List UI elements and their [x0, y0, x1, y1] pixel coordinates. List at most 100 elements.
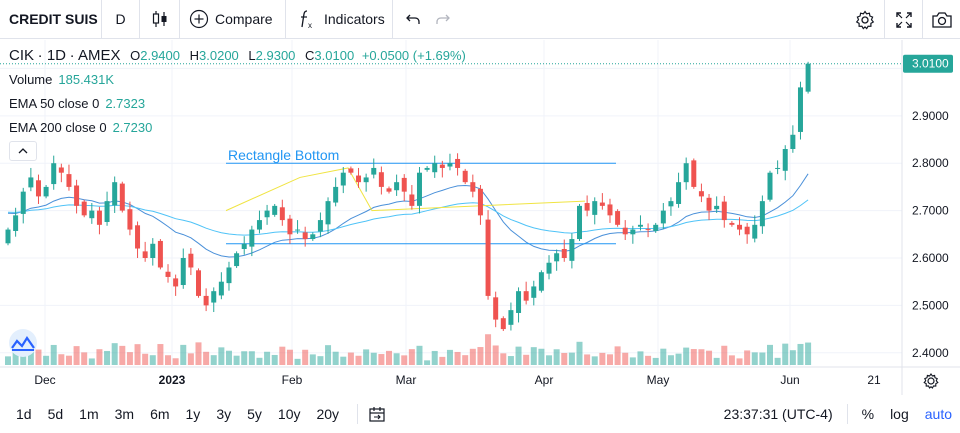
candle-body [737, 224, 743, 230]
volume-bar [645, 355, 652, 365]
volume-bar [469, 348, 476, 365]
candle-body [645, 229, 651, 231]
volume-legend[interactable]: Volume 185.431K [9, 72, 114, 87]
volume-bar [538, 348, 545, 365]
symbol-legend: CIK · 1D · AMEX O2.9400 H3.0200 L2.9300 … [9, 47, 466, 64]
date-range-icon[interactable] [368, 405, 386, 423]
range-10y[interactable]: 10y [277, 406, 301, 422]
candle-body [119, 183, 125, 211]
volume-bar [279, 346, 286, 365]
legend-collapse-button[interactable] [9, 141, 37, 161]
candle-body [561, 248, 567, 258]
range-1d[interactable]: 1d [16, 406, 32, 422]
time-axis[interactable]: Dec 2023 Feb Mar Apr May Jun 21 [34, 373, 881, 387]
symbol-search[interactable]: CREDIT SUIS [0, 0, 102, 39]
volume-bar [767, 344, 773, 365]
candle-body [698, 191, 704, 197]
volume-bar [363, 349, 370, 365]
candle-body [150, 243, 156, 258]
ema200-legend[interactable]: EMA 200 close 0 2.7230 [9, 120, 152, 135]
gear-icon [855, 9, 875, 30]
axis-settings-gear-icon[interactable] [923, 373, 939, 389]
candle-body [477, 188, 483, 216]
volume-bar [606, 354, 613, 365]
candle-body [668, 201, 674, 207]
volume-bar [523, 354, 530, 365]
legend-close: 3.0100 [314, 48, 355, 63]
candle-body [165, 271, 171, 277]
ema50-legend[interactable]: EMA 50 close 0 2.7323 [9, 96, 145, 111]
volume-bar [218, 347, 225, 365]
volume-bar [332, 351, 339, 365]
candle-body [676, 182, 682, 204]
legend-symbol[interactable]: CIK [9, 47, 35, 64]
percent-toggle[interactable]: % [861, 406, 875, 422]
candle-body [295, 229, 301, 231]
volume-bar [744, 350, 751, 365]
price-tick-label: 2.7000 [912, 204, 949, 218]
settings-button[interactable] [846, 0, 884, 39]
candle-body [394, 182, 400, 191]
log-toggle[interactable]: log [890, 406, 909, 422]
volume-bar [294, 358, 301, 365]
candles-icon [152, 11, 166, 27]
time-tick-label: Jun [780, 373, 799, 387]
rectangle-label: Rectangle Bottom [228, 147, 339, 163]
candle-body [637, 224, 643, 227]
volume-bar [568, 352, 575, 365]
candle-body [782, 149, 788, 171]
undo-icon[interactable] [405, 11, 421, 27]
candle-body [523, 291, 529, 301]
volume-bar [271, 354, 278, 365]
volume-legend-label: Volume [9, 72, 53, 87]
range-6m[interactable]: 6m [150, 406, 170, 422]
fullscreen-button[interactable] [884, 0, 922, 39]
range-5d[interactable]: 5d [47, 406, 64, 422]
compare-button[interactable]: Compare [180, 0, 286, 39]
candle-body [325, 201, 331, 225]
price-axis[interactable]: 2.9000 2.8000 2.7000 2.6000 2.5000 2.4000 3.01… [903, 54, 953, 360]
candle-body [112, 182, 118, 206]
range-1y[interactable]: 1y [185, 406, 201, 422]
legend-exchange: AMEX [77, 47, 121, 64]
candle-body [43, 186, 49, 197]
redo-icon[interactable] [435, 11, 451, 27]
volume-bar [424, 360, 431, 365]
svg-text:x: x [308, 21, 312, 29]
volume-bar [759, 352, 766, 365]
tradingview-logo-icon[interactable] [6, 328, 40, 358]
trend-line [225, 167, 586, 212]
price-chart[interactable]: Rectangle Bottom 2.9000 2.8000 2.7000 2.600… [0, 40, 960, 395]
candle-body [180, 258, 186, 286]
ema200-line [7, 173, 809, 258]
volume-bar [667, 355, 674, 365]
volume-bar [462, 355, 469, 365]
candle-body [729, 222, 735, 225]
screenshot-button[interactable] [922, 0, 960, 39]
candle-body [493, 297, 499, 320]
volume-bar [157, 344, 164, 365]
volume-bar [492, 345, 499, 365]
volume-bar [507, 356, 514, 365]
range-5y[interactable]: 5y [247, 406, 262, 422]
candle-body [775, 167, 781, 169]
indicators-button[interactable]: x Indicators [286, 0, 393, 39]
range-3m[interactable]: 3m [114, 406, 135, 422]
candle-body [683, 163, 689, 183]
volume-bar [614, 346, 621, 365]
range-3y[interactable]: 3y [216, 406, 232, 422]
volume-bar [454, 351, 461, 365]
range-1m[interactable]: 1m [79, 406, 99, 422]
volume-bar [340, 356, 347, 365]
volume-bar [386, 350, 392, 365]
clock[interactable]: 23:37:31 (UTC-4) [723, 406, 833, 422]
volume-bar [751, 352, 758, 365]
auto-toggle[interactable]: auto [924, 406, 952, 422]
candle-body [310, 234, 316, 240]
volume-bar [561, 352, 568, 365]
range-selector: 1d 5d 1m 3m 6m 1y 3y 5y 10y 20y [16, 406, 355, 422]
range-20y[interactable]: 20y [316, 406, 340, 422]
chart-type-button[interactable] [140, 0, 180, 39]
volume-bar [35, 349, 42, 365]
interval-button[interactable]: D [102, 0, 140, 39]
